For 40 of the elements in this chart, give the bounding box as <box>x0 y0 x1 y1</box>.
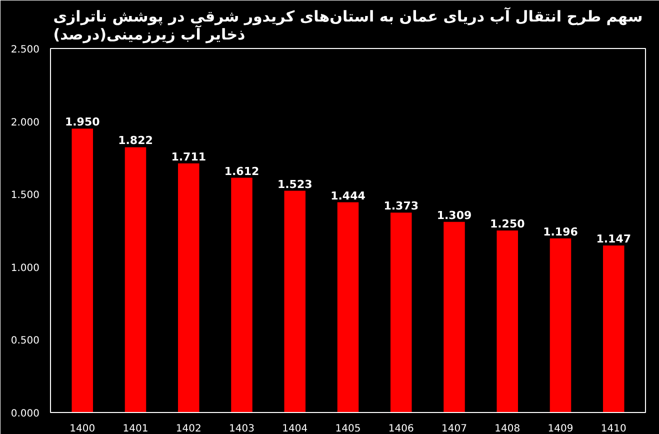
bar <box>603 245 624 412</box>
data-label: 1.711 <box>171 150 206 164</box>
y-tick-label: 0.000 <box>10 408 40 420</box>
y-tick-label: 1.500 <box>10 190 40 202</box>
y-tick-label: 2.500 <box>10 44 40 56</box>
data-label: 1.147 <box>596 232 632 246</box>
bar <box>550 238 572 412</box>
y-tick-label: 1.000 <box>10 262 40 274</box>
bar <box>337 202 359 412</box>
data-label: 1.196 <box>543 225 578 238</box>
x-tick-label: 1406 <box>388 424 414 434</box>
data-label: 1.822 <box>118 134 153 148</box>
bar <box>496 230 518 412</box>
data-label: 1.523 <box>277 178 312 191</box>
data-label: 1.950 <box>64 116 100 129</box>
x-tick-label: 1407 <box>442 424 467 434</box>
bar <box>390 212 412 412</box>
data-label: 1.309 <box>436 208 472 222</box>
x-tick-label: 1403 <box>229 424 254 434</box>
bar <box>124 147 146 412</box>
bar <box>284 190 306 412</box>
x-tick-label: 1401 <box>122 424 148 434</box>
y-tick-label: 2.000 <box>10 117 40 128</box>
data-label: 1.250 <box>490 218 526 230</box>
x-tick-label: 1404 <box>282 424 308 434</box>
x-tick-label: 1410 <box>600 424 626 434</box>
x-tick-label: 1402 <box>176 424 202 434</box>
chart-title: سهم طرح انتقال آب دریای عمان به استان‌های کریدور شرقی در پوشش ناترازی ذخایر آب زیرزمینی(درصد) <box>53 6 643 44</box>
x-tick-label: 1408 <box>494 424 520 434</box>
bar <box>178 163 200 412</box>
data-label: 1.444 <box>330 189 366 202</box>
bar <box>231 178 252 412</box>
data-label: 1.373 <box>384 200 419 213</box>
bar <box>444 222 465 412</box>
bar <box>72 128 93 412</box>
y-tick-label: 0.500 <box>10 336 40 347</box>
x-tick-label: 1405 <box>335 424 361 434</box>
x-tick-label: 1409 <box>548 424 574 434</box>
data-label: 1.612 <box>224 164 260 178</box>
x-tick-label: 1400 <box>70 424 96 434</box>
